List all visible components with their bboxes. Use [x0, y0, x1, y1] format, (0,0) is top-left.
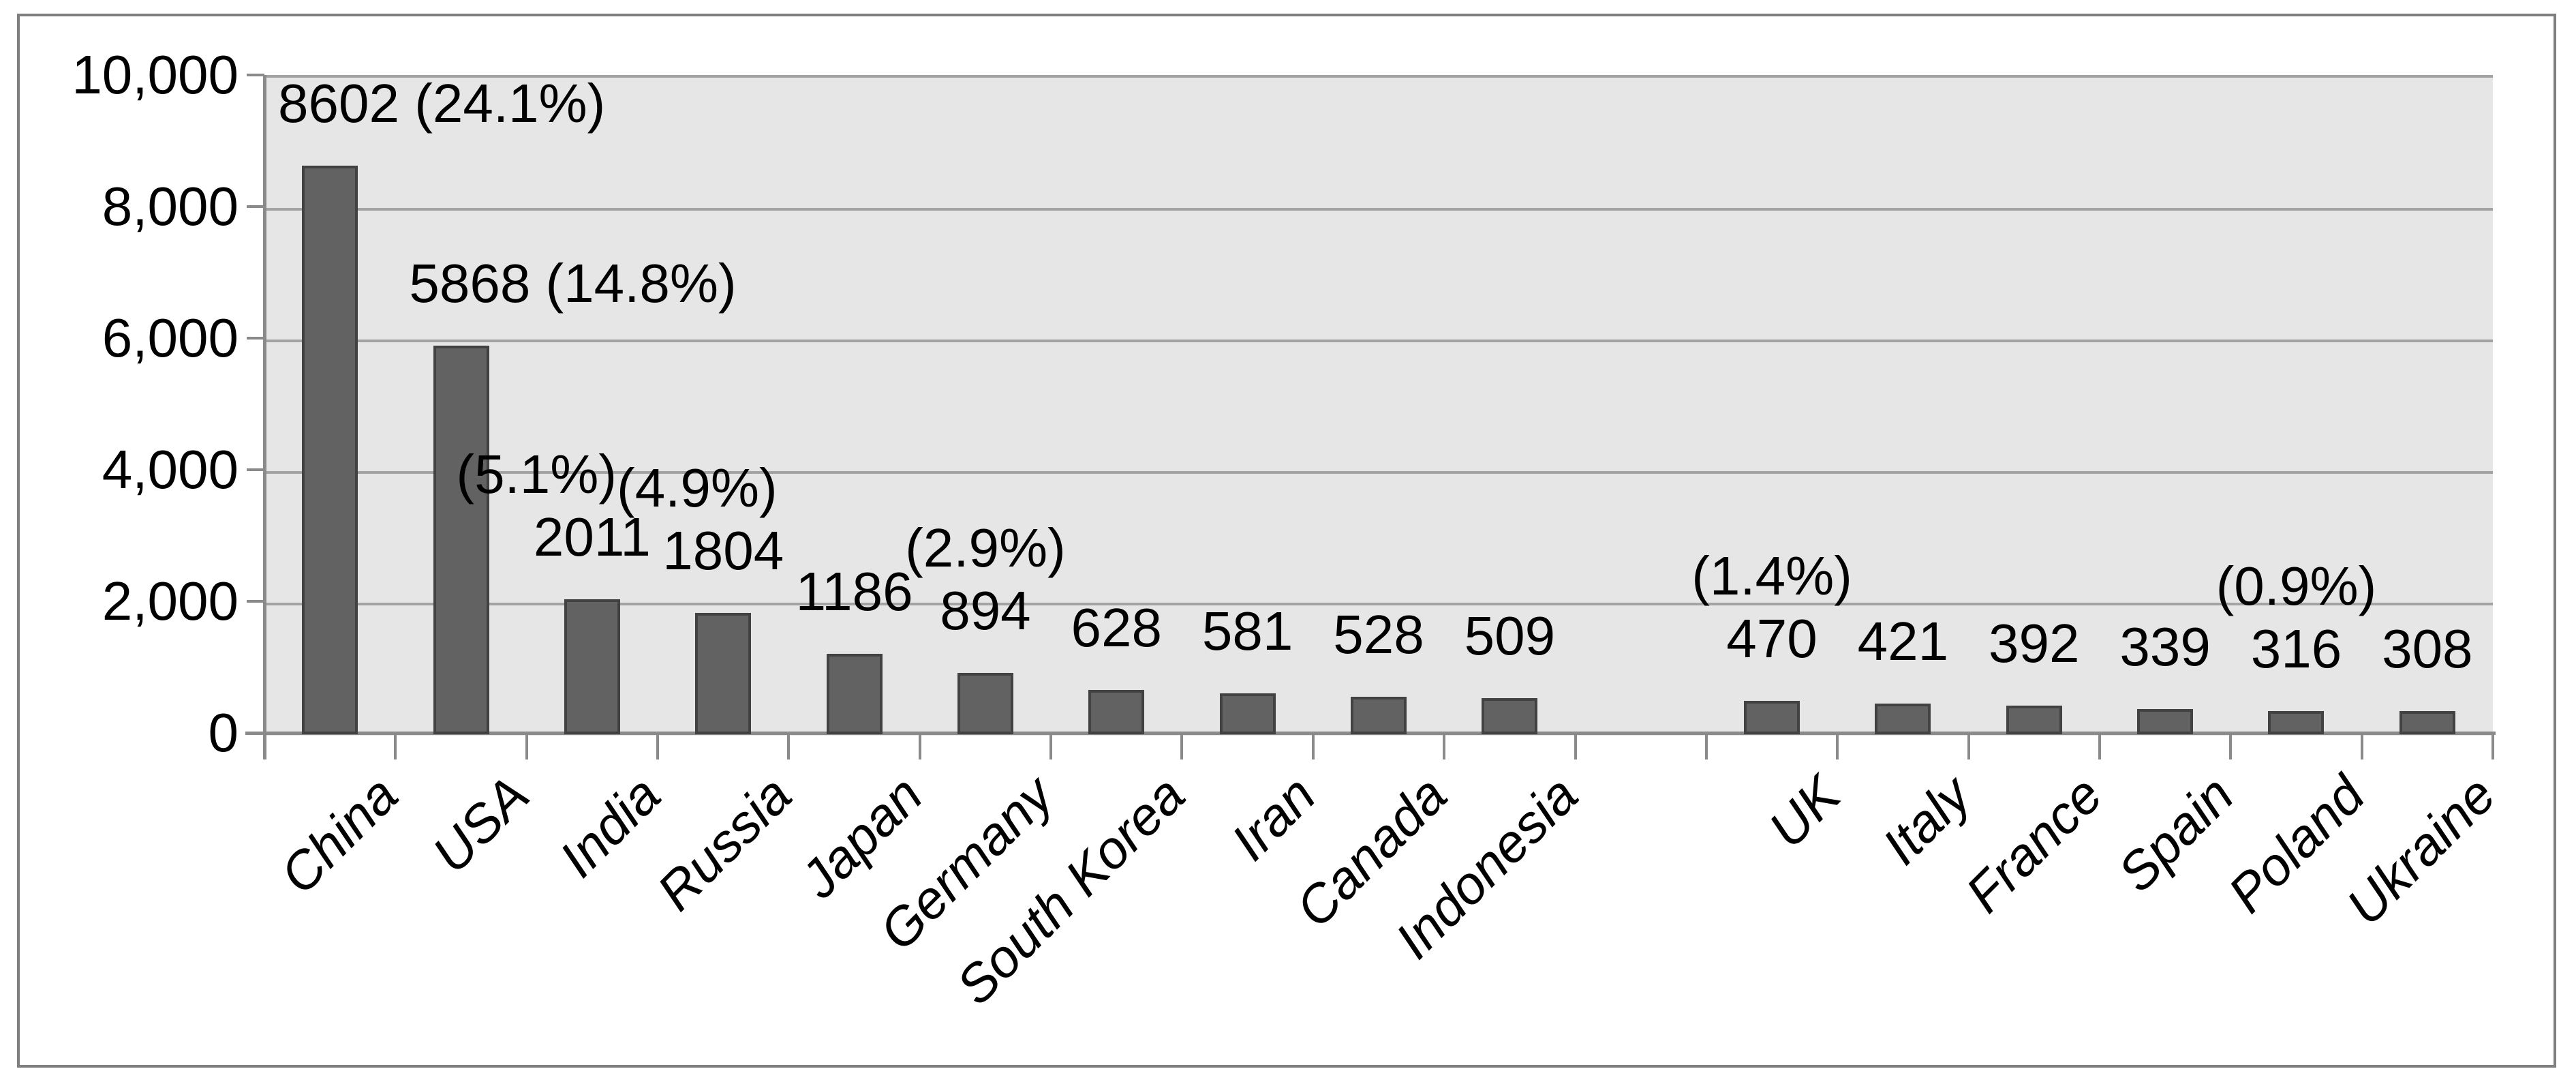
bar-uk	[1744, 700, 1800, 734]
x-tick-0	[263, 735, 266, 759]
value-label-spain: 339	[2119, 616, 2211, 678]
value-label-canada: 528	[1333, 604, 1424, 665]
pct-label-uk: (1.4%)	[1691, 545, 1852, 606]
x-tick-16	[2360, 735, 2363, 759]
bar-iran	[1219, 693, 1276, 734]
value-label-germany: 894	[940, 579, 1031, 641]
value-label-ukraine: 308	[2382, 618, 2473, 680]
x-tick-1	[394, 735, 397, 759]
x-tick-14	[2098, 735, 2101, 759]
x-tick-11	[1704, 735, 1708, 759]
x-tick-15	[2229, 735, 2233, 759]
bar-japan	[826, 653, 883, 734]
gridline-6,000	[264, 340, 2493, 342]
x-tick-7	[1180, 735, 1184, 759]
x-tick-5	[918, 735, 921, 759]
bar-ukraine	[2399, 711, 2455, 734]
value-label-india: 2011	[533, 506, 651, 567]
x-tick-4	[787, 735, 791, 759]
x-tick-12	[1836, 735, 1839, 759]
value-label-poland: 316	[2250, 618, 2342, 679]
x-tick-13	[1967, 735, 1970, 759]
value-label-russia: 1804	[662, 520, 784, 581]
x-tick-10	[1574, 735, 1577, 759]
value-label-uk: 470	[1726, 607, 1818, 669]
y-axis-line	[263, 75, 266, 759]
y-tick-4-000	[247, 468, 264, 471]
x-tick-17	[2491, 735, 2494, 759]
bar-russia	[695, 612, 752, 734]
y-axis-label-2-000: 2,000	[102, 571, 239, 631]
pct-label-germany: (2.9%)	[905, 517, 1066, 578]
gridline-2,000	[264, 603, 2493, 605]
bar-south-korea	[1088, 690, 1145, 734]
pct-label-india: (5.1%)	[456, 443, 617, 505]
bar-spain	[2137, 709, 2194, 734]
y-axis-label-6-000: 6,000	[102, 307, 239, 368]
y-tick-2-000	[247, 600, 264, 603]
y-axis-label-4-000: 4,000	[102, 439, 239, 500]
value-label-iran: 581	[1201, 600, 1293, 661]
x-tick-9	[1443, 735, 1446, 759]
x-tick-8	[1311, 735, 1315, 759]
value-label-usa: 5868 (14.8%)	[409, 252, 737, 314]
value-label-south-korea: 628	[1071, 597, 1163, 659]
y-tick-10-000	[247, 74, 264, 76]
x-tick-2	[525, 735, 528, 759]
value-label-japan: 1186	[795, 560, 913, 622]
value-label-china: 8602 (24.1%)	[278, 72, 606, 134]
y-axis-label-8-000: 8,000	[102, 176, 239, 237]
bar-italy	[1875, 704, 1931, 734]
y-tick-6-000	[247, 337, 264, 340]
pct-label-poland: (0.9%)	[2215, 555, 2377, 616]
value-label-france: 392	[1989, 613, 2080, 674]
x-tick-6	[1049, 735, 1053, 759]
bar-indonesia	[1482, 697, 1538, 734]
value-label-italy: 421	[1857, 611, 1949, 672]
bar-france	[2006, 706, 2062, 734]
bar-germany	[957, 672, 1013, 734]
pct-label-russia: (4.9%)	[617, 457, 778, 518]
bar-china	[302, 165, 358, 734]
bar-poland	[2268, 710, 2325, 734]
x-tick-3	[656, 735, 660, 759]
gridline-8,000	[264, 208, 2493, 211]
y-axis-label-0: 0	[208, 702, 239, 763]
plot-area	[264, 75, 2493, 736]
gridline-4,000	[264, 471, 2493, 474]
y-axis-label-10-000: 10,000	[72, 44, 239, 105]
y-tick-8-000	[247, 205, 264, 208]
bar-india	[564, 599, 620, 734]
bar-usa	[433, 345, 489, 734]
value-label-indonesia: 509	[1464, 605, 1556, 666]
bar-canada	[1351, 697, 1407, 734]
